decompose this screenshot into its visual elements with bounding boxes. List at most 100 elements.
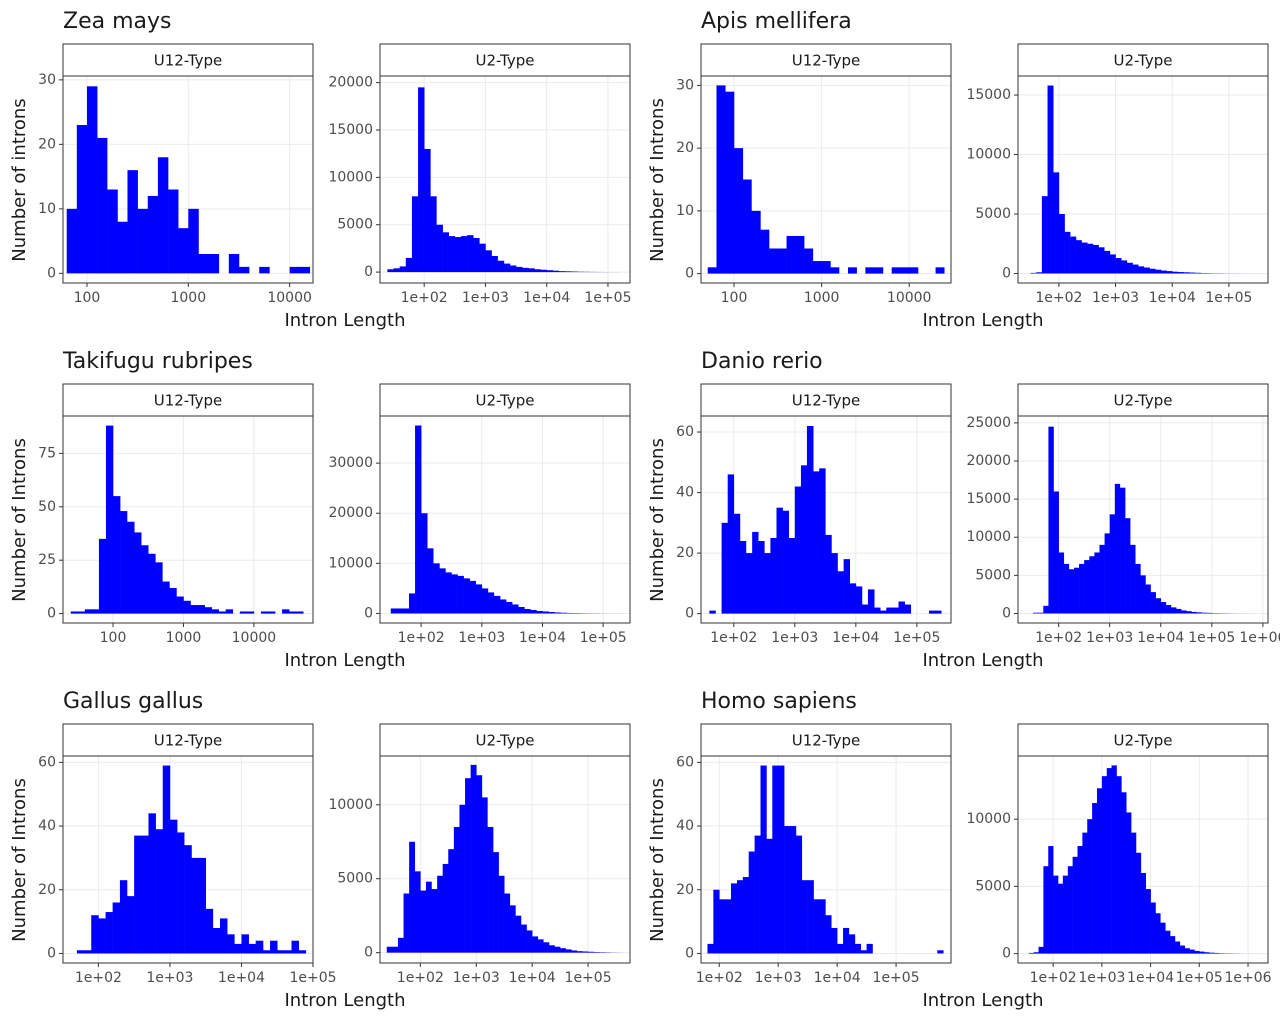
histogram-bar — [289, 266, 301, 274]
histogram-bar — [1067, 866, 1073, 954]
histogram-bar — [1131, 832, 1137, 954]
x-tick-label: 1e+05 — [289, 970, 336, 986]
histogram-bar — [1068, 569, 1075, 614]
histogram-bar — [526, 930, 533, 953]
histogram-bar — [184, 845, 192, 954]
strip-label: U12-Type — [792, 52, 861, 70]
histogram-bar — [1104, 533, 1110, 614]
y-tick-label: 15000 — [966, 491, 1011, 507]
histogram-bar — [263, 950, 271, 954]
y-tick-label: 20 — [38, 136, 56, 152]
histogram-bar — [397, 937, 404, 953]
x-tick-label: 1e+02 — [75, 970, 122, 986]
histogram-bar — [837, 943, 844, 954]
histogram-bar — [1119, 487, 1126, 614]
histogram-bar — [1084, 560, 1090, 614]
histogram-bar — [1132, 264, 1139, 274]
histogram-bar — [812, 261, 822, 274]
y-tick-label: 10000 — [328, 169, 373, 185]
histogram-bar — [491, 256, 498, 273]
x-tick-label: 1e+02 — [710, 630, 757, 646]
histogram-bar — [169, 819, 178, 954]
histogram-bar — [1115, 258, 1122, 274]
histogram-bar — [1177, 272, 1184, 274]
histogram-bar — [1194, 272, 1201, 274]
histogram-bar — [1038, 946, 1044, 954]
histogram-bar — [831, 553, 838, 614]
histogram-bar — [1114, 483, 1121, 614]
histogram-bar — [475, 584, 483, 614]
y-tick-label: 40 — [676, 485, 694, 501]
histogram-bar — [874, 267, 884, 274]
histogram-bar — [1181, 610, 1187, 614]
x-tick-label: 1e+05 — [1176, 970, 1223, 986]
histogram-bar — [1070, 236, 1077, 274]
histogram-bar — [84, 609, 93, 614]
histogram-bar — [516, 266, 523, 273]
histogram-bar — [536, 610, 543, 614]
chart-title: Takifugu rubripes — [62, 349, 253, 374]
y-tick-label: 30 — [38, 72, 56, 88]
histogram-bar — [178, 228, 189, 274]
histogram-bar — [291, 940, 299, 954]
histogram-bar — [1213, 952, 1220, 954]
histogram-bar — [800, 465, 808, 614]
histogram-bar — [137, 208, 149, 274]
histogram-bar — [238, 266, 250, 274]
histogram-bar — [1092, 244, 1099, 274]
histogram-bar — [548, 611, 555, 614]
strip-label: U12-Type — [792, 732, 861, 750]
x-tick-label: 1e+05 — [584, 290, 631, 306]
histogram-bar — [191, 857, 199, 954]
histogram-bar — [1058, 214, 1065, 274]
x-tick-label: 1e+05 — [893, 630, 940, 646]
histogram-bar — [515, 915, 522, 953]
histogram-bar — [707, 267, 717, 274]
histogram-bar — [1150, 592, 1156, 614]
histogram-bar — [742, 179, 752, 274]
y-tick-label: 60 — [676, 754, 694, 770]
histogram-bar — [91, 915, 99, 954]
histogram-bar — [1186, 611, 1192, 614]
histogram-bar — [1038, 612, 1044, 614]
histogram-bar — [935, 267, 945, 274]
x-tick-label: 1e+03 — [1078, 970, 1125, 986]
histogram-bar — [770, 537, 777, 614]
histogram-bar — [554, 612, 562, 614]
histogram-bar — [420, 890, 427, 953]
histogram-bar — [168, 189, 179, 274]
histogram-bar — [197, 605, 205, 614]
histogram-bar — [1179, 945, 1185, 954]
histogram-bar — [155, 829, 164, 954]
y-axis-title: Number of Introns — [647, 438, 668, 602]
x-tick-label: 100 — [74, 290, 101, 306]
histogram-bar — [1033, 952, 1039, 954]
x-tick-label: 1e+02 — [1030, 970, 1077, 986]
x-tick-label: 1e+02 — [397, 970, 444, 986]
histogram-bar — [1092, 803, 1098, 954]
histogram-bar — [1160, 602, 1167, 614]
histogram-bar — [794, 486, 802, 614]
histogram-bar — [776, 507, 783, 614]
histogram-bar — [390, 608, 398, 614]
histogram-bar — [176, 596, 184, 614]
strip-label: U12-Type — [154, 392, 223, 410]
histogram-bar — [126, 896, 135, 954]
histogram-bar — [1116, 776, 1122, 954]
histogram-bar — [451, 574, 458, 614]
histogram-bar — [1172, 271, 1179, 274]
histogram-bar — [754, 835, 761, 954]
histogram-bar — [543, 942, 550, 953]
histogram-bar — [737, 880, 744, 954]
strip-background — [62, 43, 314, 77]
histogram-bar — [788, 537, 796, 614]
histogram-bar — [1082, 832, 1088, 954]
y-tick-label: 0 — [1002, 605, 1011, 621]
histogram-bar — [1098, 247, 1105, 274]
x-tick-label: 1000 — [804, 290, 840, 306]
x-tick-label: 1e+04 — [1127, 970, 1174, 986]
histogram-bar — [437, 875, 443, 953]
histogram-bar — [1096, 788, 1103, 954]
y-tick-label: 20 — [676, 882, 694, 898]
